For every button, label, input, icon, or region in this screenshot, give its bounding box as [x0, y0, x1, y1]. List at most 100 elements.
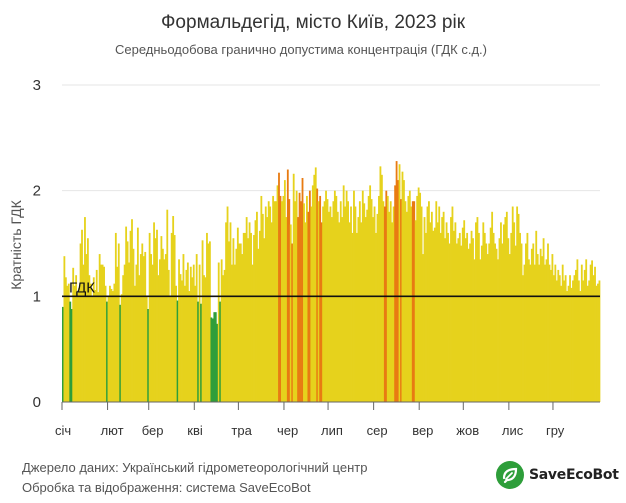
- day-bar: [445, 222, 448, 402]
- day-bar: [520, 243, 523, 402]
- day-bar: [275, 201, 277, 402]
- day-bar: [101, 264, 104, 402]
- day-bar: [198, 264, 201, 402]
- day-bar: [62, 306, 64, 402]
- day-bar: [500, 222, 502, 402]
- day-bar: [181, 280, 183, 402]
- day-bar: [530, 248, 533, 402]
- logo-icon: [496, 461, 524, 489]
- day-bar: [204, 277, 207, 402]
- day-bar: [192, 264, 195, 402]
- day-bar: [195, 254, 198, 402]
- day-bar: [472, 238, 474, 402]
- y-tick-label: 0: [33, 394, 41, 411]
- day-bar: [85, 254, 88, 402]
- day-bar: [241, 254, 244, 402]
- day-bar: [220, 259, 223, 402]
- day-bar: [516, 206, 519, 402]
- day-bar: [570, 287, 573, 402]
- day-bar: [470, 230, 473, 402]
- day-bar: [367, 195, 370, 402]
- day-bar: [438, 206, 441, 402]
- threshold-label: ГДК: [69, 279, 95, 296]
- day-bar: [132, 248, 135, 402]
- day-bar: [314, 167, 317, 402]
- day-bar: [191, 277, 194, 402]
- day-bar: [269, 206, 272, 402]
- day-bar: [120, 294, 123, 402]
- day-bar: [392, 206, 395, 402]
- day-bar: [203, 275, 205, 402]
- day-bar: [233, 264, 236, 402]
- day-bar: [114, 232, 117, 402]
- day-bar: [208, 241, 211, 402]
- day-bar: [561, 264, 564, 402]
- day-bar: [73, 285, 76, 402]
- day-bar: [331, 217, 333, 402]
- day-bar: [123, 264, 126, 402]
- day-bar: [564, 275, 567, 402]
- day-bar: [247, 238, 250, 402]
- day-bar: [317, 201, 320, 402]
- day-bar: [322, 206, 324, 402]
- day-bar: [336, 211, 339, 402]
- day-bar: [423, 217, 426, 402]
- day-bar: [557, 269, 560, 402]
- day-bar: [341, 217, 344, 402]
- day-bar: [216, 323, 219, 402]
- day-bar: [383, 206, 386, 402]
- day-bar: [283, 180, 286, 402]
- day-bar: [466, 232, 469, 402]
- day-bar: [382, 201, 385, 402]
- x-tick-label: тра: [231, 423, 252, 438]
- day-bar: [66, 285, 69, 402]
- day-bar: [533, 264, 536, 402]
- day-bar: [104, 285, 107, 402]
- day-bar: [117, 243, 120, 402]
- day-bar: [461, 227, 464, 402]
- day-bar: [76, 293, 79, 402]
- day-bar: [541, 256, 544, 402]
- day-bar: [576, 259, 579, 402]
- day-bar: [464, 238, 467, 402]
- day-bar: [366, 209, 369, 402]
- day-bar: [501, 243, 504, 402]
- day-bar: [489, 227, 492, 402]
- day-bar: [436, 222, 439, 402]
- day-bar: [364, 217, 367, 402]
- day-bar: [422, 254, 424, 402]
- day-bar: [258, 230, 261, 402]
- day-bar: [297, 217, 300, 402]
- day-bar: [254, 220, 257, 402]
- day-bar: [219, 301, 222, 402]
- day-bar: [363, 203, 366, 402]
- day-bar: [338, 222, 341, 402]
- day-bar: [495, 248, 498, 402]
- day-bar: [79, 243, 82, 402]
- day-bar: [148, 232, 151, 402]
- day-bar: [239, 243, 242, 402]
- day-bar: [480, 245, 483, 402]
- x-tick-label: гру: [546, 423, 565, 438]
- day-bar: [417, 187, 420, 402]
- day-bar: [156, 229, 158, 402]
- day-bar: [164, 254, 167, 402]
- day-bar: [519, 232, 521, 402]
- day-bar: [225, 222, 227, 402]
- day-bar: [463, 220, 466, 402]
- day-bar: [166, 209, 169, 402]
- day-bar: [401, 171, 404, 402]
- day-bar: [429, 222, 432, 402]
- day-bar: [579, 291, 582, 402]
- day-bar: [335, 195, 338, 402]
- day-bar: [451, 206, 454, 402]
- day-bar: [103, 266, 105, 402]
- day-bar: [376, 213, 379, 402]
- day-bar: [389, 201, 392, 402]
- day-bar: [504, 217, 507, 402]
- day-bar: [400, 199, 402, 402]
- day-bar: [473, 259, 476, 402]
- day-bar: [597, 283, 599, 402]
- day-bar: [100, 264, 103, 402]
- day-bar: [163, 259, 166, 402]
